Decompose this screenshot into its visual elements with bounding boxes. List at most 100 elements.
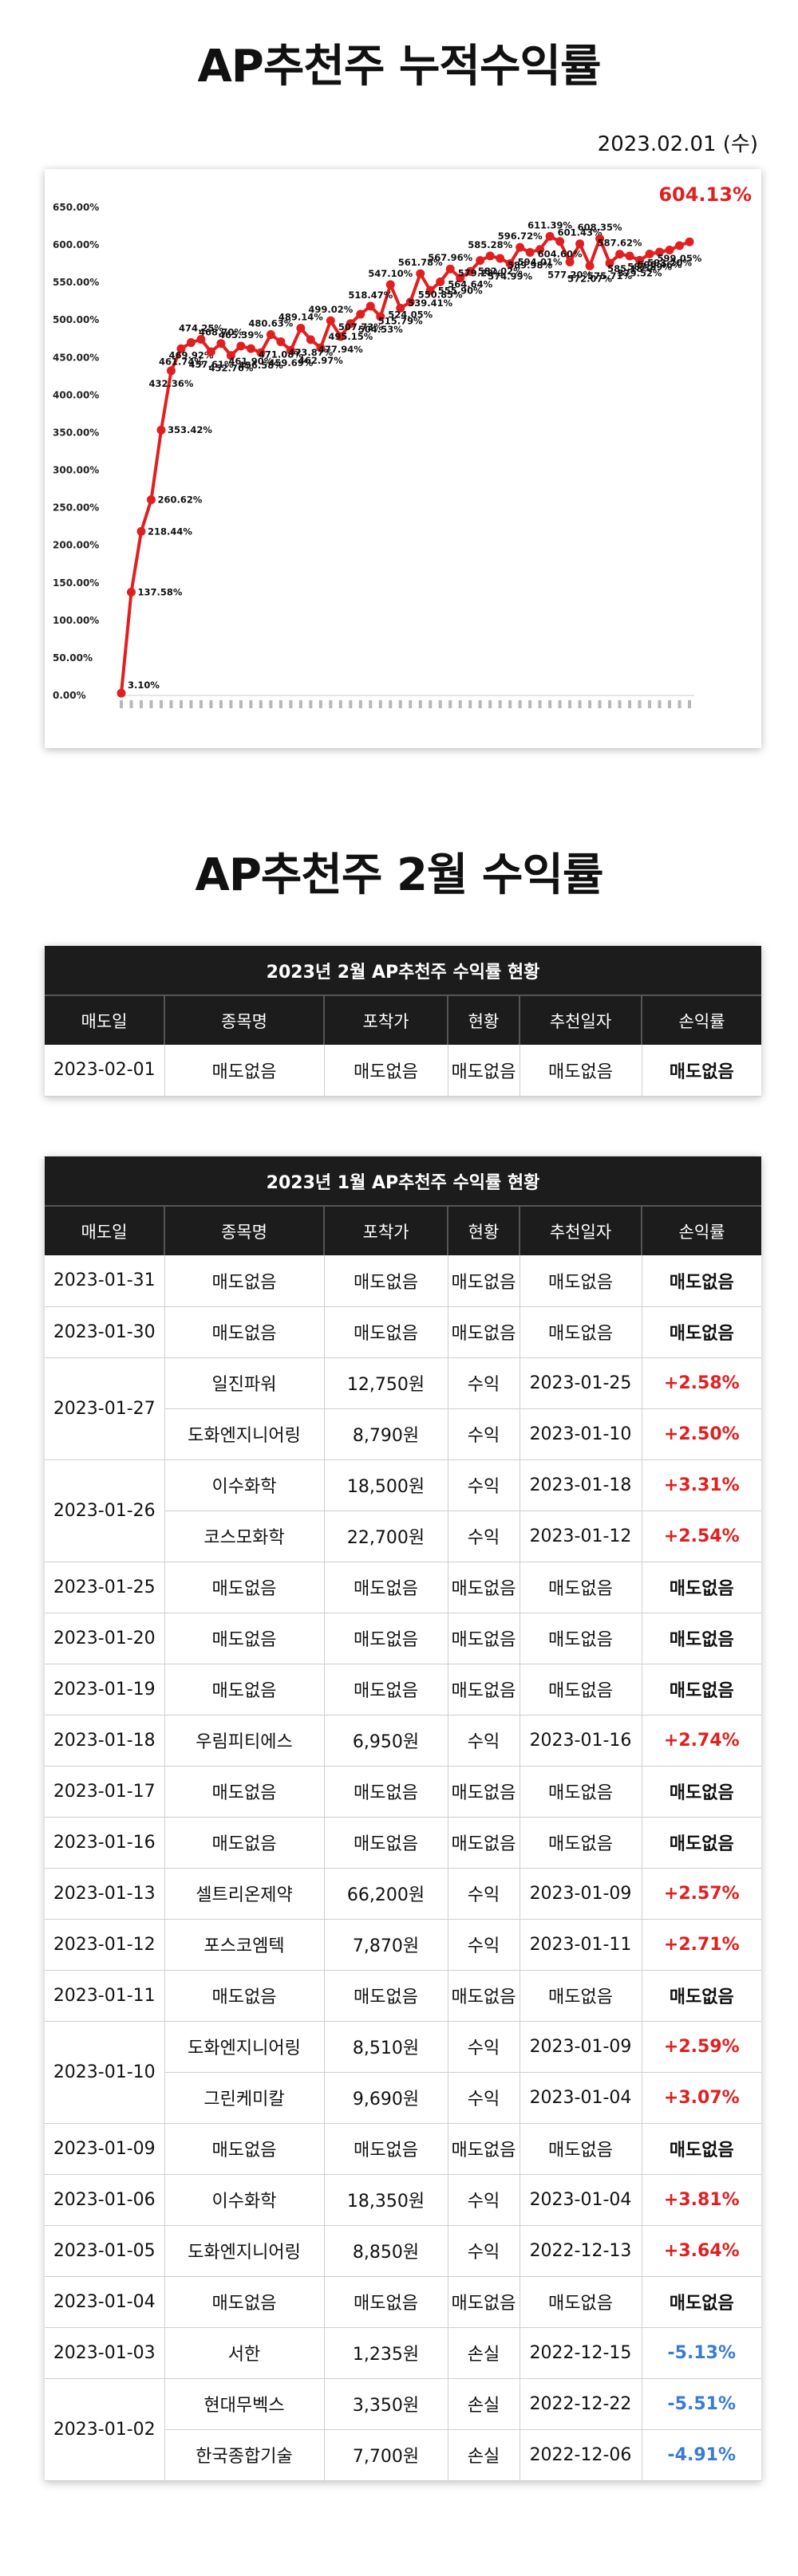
x-tick-mark — [249, 700, 253, 708]
x-tick-mark — [139, 700, 143, 708]
data-point — [625, 251, 634, 261]
data-label: 465.39% — [219, 329, 263, 341]
data-label: 260.62% — [157, 494, 202, 506]
entry-price-cell: 매도없음 — [324, 1817, 448, 1869]
jan-header-profit-loss: 손익률 — [642, 1206, 762, 1255]
data-label: 579.28% — [458, 268, 503, 279]
data-point — [535, 245, 545, 254]
x-tick-mark — [389, 700, 393, 708]
profit-loss-cell: +2.71% — [642, 1919, 762, 1971]
jan-returns-table: 2023년 1월 AP추천주 수익률 현황 매도일 종목명 포착가 현황 추천일자 손익률… — [45, 1156, 762, 2481]
jan-table-panel: 2023년 1월 AP추천주 수익률 현황 매도일 종목명 포착가 현황 추천일자 손익률… — [45, 1156, 762, 2481]
stock-name-cell: 매도없음 — [164, 1970, 325, 2022]
status-cell: 매도없음 — [448, 1255, 520, 1307]
sell-date-cell: 2023-01-11 — [45, 1970, 165, 2022]
sell-date-cell: 2023-01-30 — [45, 1306, 165, 1358]
table-row: 2023-01-05 도화엔지니어링 8,850원 수익 2022-12-13 +3.64… — [45, 2225, 762, 2277]
recommend-date-cell: 매도없음 — [519, 1306, 642, 1358]
data-point — [256, 348, 266, 357]
data-point — [555, 237, 565, 246]
profit-loss-cell: 매도없음 — [642, 1562, 762, 1613]
recommend-date-cell: 매도없음 — [519, 1255, 642, 1307]
data-label: 507.73% — [338, 321, 383, 333]
stock-name-cell: 매도없음 — [164, 2276, 325, 2328]
stock-name-cell: 포스코엠텍 — [164, 1919, 325, 1971]
recommend-date-cell: 매도없음 — [519, 2276, 642, 2328]
sell-date-cell: 2023-01-25 — [45, 1562, 165, 1613]
data-point — [146, 495, 156, 505]
data-point — [665, 245, 674, 254]
sell-date-cell: 2023-01-09 — [45, 2123, 165, 2175]
y-tick-label: 150.00% — [53, 577, 99, 589]
x-tick-mark — [398, 700, 402, 708]
y-tick-label: 650.00% — [53, 202, 99, 213]
recommend-date-cell: 매도없음 — [519, 1817, 642, 1869]
profit-loss-cell: +2.57% — [642, 1868, 762, 1920]
data-label: 539.41% — [408, 297, 452, 309]
profit-loss-cell: +2.74% — [642, 1715, 762, 1767]
feb-returns-table: 2023년 2월 AP추천주 수익률 현황 매도일 종목명 포착가 현황 추천일자 손익률… — [45, 946, 762, 1097]
sell-date-cell: 2023-01-26 — [45, 1459, 165, 1562]
y-tick-label: 300.00% — [53, 465, 99, 476]
table-row: 2023-01-13 셀트리온제약 66,200원 수익 2023-01-09 +2.57… — [45, 1868, 762, 1920]
stock-name-cell: 도화엔지니어링 — [164, 2225, 325, 2277]
x-tick-mark — [458, 700, 462, 708]
sell-date-cell: 2023-01-19 — [45, 1664, 165, 1715]
recommend-date-cell: 2023-01-11 — [519, 1919, 642, 1971]
x-tick-mark — [598, 700, 602, 708]
x-tick-mark — [558, 700, 562, 708]
data-label: 574.99% — [488, 271, 532, 282]
recommend-date-cell: 2023-01-18 — [519, 1459, 642, 1511]
x-tick-mark — [298, 700, 302, 708]
data-point — [186, 338, 196, 348]
status-cell: 수익 — [448, 1408, 520, 1460]
data-label: 477.94% — [318, 344, 363, 355]
data-label: 593.20% — [647, 257, 692, 268]
stock-name-cell: 일진파워 — [164, 1357, 325, 1409]
table-row: 2023-01-25 매도없음 매도없음 매도없음 매도없음 매도없음 — [45, 1562, 762, 1613]
sell-date-cell: 2023-01-10 — [45, 2021, 165, 2124]
data-label: 561.78% — [398, 257, 443, 268]
data-point — [436, 277, 445, 286]
status-cell: 매도없음 — [448, 1613, 520, 1664]
data-label: 137.58% — [137, 586, 182, 597]
feb-table-panel: 2023년 2월 AP추천주 수익률 현황 매도일 종목명 포착가 현황 추천일자 손익률… — [45, 946, 762, 1097]
recommend-date-cell: 2022-12-06 — [519, 2429, 642, 2481]
recommend-date-cell: 매도없음 — [519, 1562, 642, 1613]
status-cell: 매도없음 — [448, 1766, 520, 1818]
entry-price-cell: 매도없음 — [324, 1766, 448, 1818]
cumulative-return-chart: 0.00% 50.00% 100.00% 150.00% 200.00% 250.00% 3… — [45, 169, 761, 748]
recommend-date-cell: 2023-01-10 — [519, 1408, 642, 1460]
entry-price-cell: 매도없음 — [324, 1306, 448, 1358]
x-tick-mark — [678, 700, 681, 708]
data-label: 474.25% — [179, 322, 223, 333]
data-label: 587.62% — [598, 238, 642, 249]
status-cell: 손실 — [448, 2378, 520, 2430]
recommend-date-cell: 2023-01-09 — [519, 1868, 642, 1920]
y-tick-label: 200.00% — [53, 540, 99, 551]
profit-loss-cell: -5.51% — [642, 2378, 762, 2430]
data-label: 585.28% — [468, 239, 512, 250]
stock-name-cell: 서한 — [164, 2327, 325, 2379]
x-tick-mark — [608, 700, 612, 708]
data-label: 582.02% — [478, 266, 523, 277]
entry-price-cell: 1,235원 — [324, 2327, 448, 2379]
x-tick-mark — [179, 700, 183, 708]
data-point — [117, 688, 126, 698]
data-label: 353.42% — [168, 424, 212, 435]
stock-name-cell: 매도없음 — [164, 1613, 325, 1664]
x-tick-mark — [429, 700, 433, 708]
table-row: 2023-01-17 매도없음 매도없음 매도없음 매도없음 매도없음 — [45, 1766, 762, 1818]
profit-loss-cell: 매도없음 — [642, 1613, 762, 1664]
y-tick-label: 250.00% — [53, 502, 99, 514]
data-point — [485, 251, 495, 261]
sell-date-cell: 2023-01-12 — [45, 1919, 165, 1971]
profit-loss-cell: 매도없음 — [642, 1255, 762, 1307]
data-point — [525, 248, 535, 258]
data-point — [456, 274, 465, 283]
data-point — [655, 247, 665, 257]
data-label: 524.05% — [388, 309, 433, 321]
x-tick-mark — [688, 700, 691, 708]
stock-name-cell: 매도없음 — [164, 1817, 325, 1869]
x-tick-mark — [568, 700, 572, 708]
